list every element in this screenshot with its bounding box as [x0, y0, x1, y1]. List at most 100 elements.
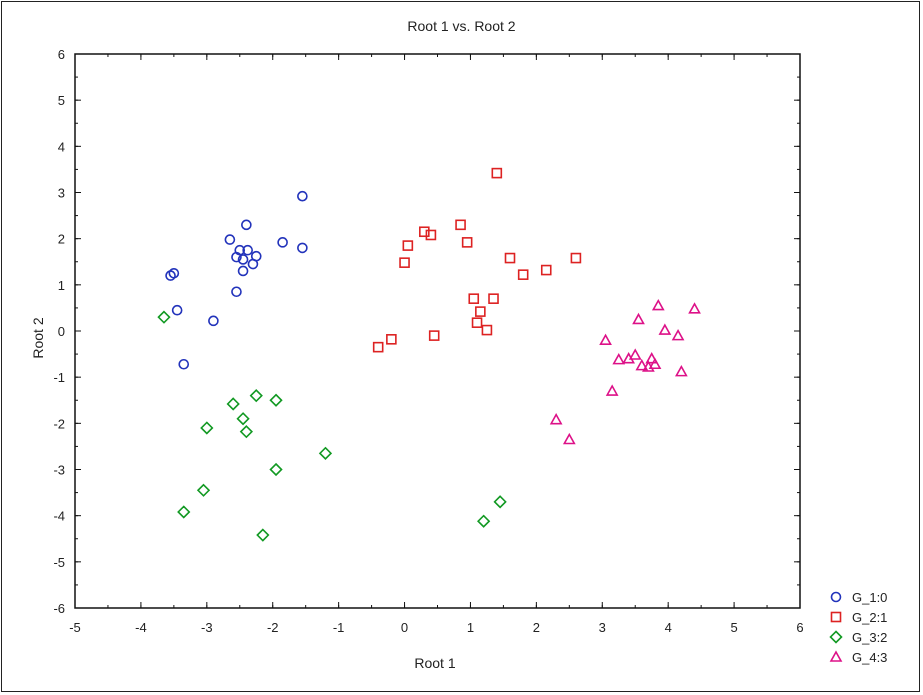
- x-tick-label: 6: [796, 620, 803, 635]
- data-point-triangle: [648, 357, 662, 370]
- x-tick-label: 1: [467, 620, 474, 635]
- data-point-triangle: [549, 412, 563, 425]
- data-point-circle: [277, 237, 288, 248]
- y-tick-label: 1: [58, 278, 65, 293]
- data-point-diamond: [239, 425, 253, 439]
- data-point-circle: [224, 234, 236, 245]
- data-point-triangle: [605, 384, 619, 396]
- data-point-diamond: [177, 505, 191, 519]
- y-tick-label: 3: [58, 186, 65, 201]
- data-point-circle: [242, 244, 253, 256]
- data-point-triangle: [651, 298, 665, 311]
- data-point-diamond: [226, 397, 240, 411]
- data-point-circle: [208, 315, 219, 327]
- data-point-diamond: [236, 412, 250, 426]
- data-point-square: [504, 252, 516, 264]
- x-tick-label: 3: [599, 620, 606, 635]
- y-tick-label: 2: [58, 232, 65, 247]
- data-point-square: [540, 264, 552, 276]
- data-point-triangle: [635, 358, 649, 371]
- data-point-square: [481, 324, 493, 336]
- y-tick-label: -5: [53, 555, 65, 570]
- data-point-circle: [171, 304, 183, 316]
- data-point-circle: [178, 358, 190, 370]
- data-point-diamond: [477, 514, 491, 528]
- data-point-square: [386, 334, 397, 345]
- data-point-square: [517, 269, 529, 280]
- y-tick-label: -1: [53, 370, 65, 385]
- data-point-diamond: [200, 421, 214, 435]
- y-tick-label: 4: [58, 139, 65, 154]
- data-point-square: [468, 293, 480, 304]
- x-tick-label: 0: [401, 620, 408, 635]
- data-point-triangle: [562, 432, 576, 445]
- data-point-square: [488, 293, 499, 304]
- data-point-triangle: [612, 352, 626, 365]
- data-point-triangle: [688, 302, 701, 314]
- data-point-diamond: [249, 389, 263, 403]
- data-point-triangle: [645, 352, 659, 364]
- data-point-square: [402, 240, 414, 251]
- data-point-diamond: [256, 528, 270, 542]
- data-point-diamond: [196, 483, 211, 497]
- data-point-diamond: [269, 393, 283, 407]
- data-point-diamond: [269, 462, 283, 477]
- x-tick-label: -3: [201, 620, 213, 635]
- data-point-square: [419, 226, 430, 238]
- data-point-circle: [297, 190, 308, 202]
- data-point-square: [570, 252, 582, 264]
- chart-title: Root 1 vs. Root 2: [407, 18, 516, 34]
- data-point-square: [491, 167, 503, 179]
- x-tick-label: -1: [333, 620, 345, 635]
- data-point-square: [461, 237, 473, 248]
- x-tick-label: 4: [665, 620, 672, 635]
- data-point-triangle: [642, 360, 655, 372]
- data-point-circle: [237, 265, 249, 277]
- y-tick-label: -3: [53, 463, 65, 478]
- data-point-circle: [247, 258, 259, 270]
- data-point-circle: [297, 242, 308, 254]
- data-point-triangle: [599, 333, 612, 346]
- x-tick-label: -5: [69, 620, 81, 635]
- data-point-square: [455, 219, 466, 231]
- data-point-triangle: [622, 352, 635, 364]
- x-tick-label: 5: [730, 620, 737, 635]
- x-tick-label: -4: [135, 620, 147, 635]
- data-point-diamond: [493, 495, 507, 509]
- data-point-triangle: [628, 348, 642, 360]
- data-point-circle: [231, 286, 242, 298]
- legend-label: G_3:2: [852, 630, 887, 645]
- legend-marker-circle: [830, 591, 842, 603]
- x-tick-label: -2: [267, 620, 279, 635]
- data-point-circle: [165, 270, 176, 281]
- y-tick-label: 5: [58, 93, 65, 108]
- legend-marker-diamond: [829, 630, 843, 644]
- data-point-diamond: [318, 446, 333, 460]
- legend-label: G_2:1: [852, 610, 887, 625]
- legend-label: G_1:0: [852, 590, 887, 605]
- data-point-circle: [231, 251, 242, 263]
- y-tick-label: -4: [53, 509, 65, 524]
- data-point-circle: [241, 219, 252, 231]
- data-point-triangle: [675, 364, 688, 377]
- data-point-square: [428, 330, 440, 341]
- data-point-triangle: [632, 312, 645, 325]
- data-point-square: [399, 257, 410, 268]
- legend-marker-square: [830, 611, 842, 623]
- data-point-triangle: [671, 328, 685, 341]
- data-point-square: [425, 229, 437, 241]
- legend-label: G_4:3: [852, 650, 887, 665]
- data-point-circle: [237, 254, 249, 265]
- y-tick-label: -2: [53, 416, 65, 431]
- y-tick-label: -6: [53, 601, 65, 616]
- data-point-square: [372, 341, 384, 353]
- data-point-triangle: [658, 323, 672, 335]
- data-point-square: [475, 306, 486, 317]
- x-axis-label: Root 1: [414, 655, 456, 671]
- data-point-square: [471, 317, 483, 328]
- legend-marker-triangle: [829, 650, 843, 662]
- data-point-diamond: [157, 310, 171, 324]
- y-tick-label: 0: [58, 324, 65, 339]
- x-tick-label: 2: [533, 620, 540, 635]
